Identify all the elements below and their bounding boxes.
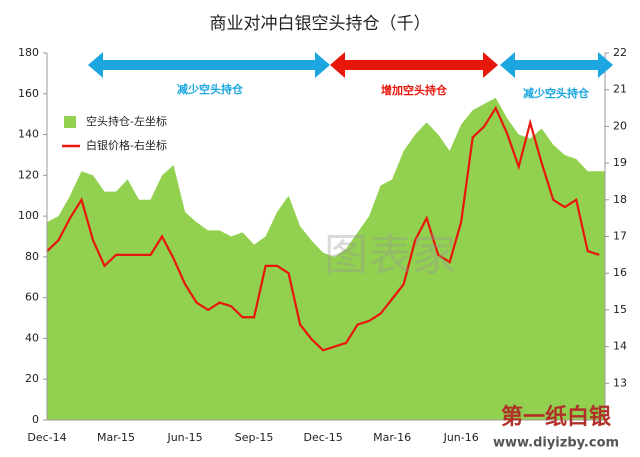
arrow <box>330 52 498 78</box>
y-tick-label: 140 <box>18 128 39 141</box>
watermark: 图表家 <box>324 230 456 281</box>
y2-tick-label: 14 <box>613 340 627 353</box>
y2-tick-label: 13 <box>613 376 627 389</box>
y2-tick-label: 21 <box>613 83 627 96</box>
legend-swatch <box>64 116 76 128</box>
y-tick-label: 180 <box>18 46 39 59</box>
x-tick-label: Jun-16 <box>443 431 479 444</box>
y-tick-label: 160 <box>18 87 39 100</box>
arrow <box>88 52 330 78</box>
annotation: 减少空头持仓 <box>523 86 590 100</box>
x-tick-label: Mar-16 <box>373 431 411 444</box>
arrow <box>500 52 613 78</box>
y2-tick-label: 15 <box>613 303 627 316</box>
y-tick-label: 100 <box>18 209 39 222</box>
y2-tick-label: 19 <box>613 156 627 169</box>
plot-area: 0 20 40 60 80 100 120 140 160 180 13 14 15 16 17 18 19 20… <box>18 46 627 444</box>
watermark: www.diyizby.com <box>493 436 619 451</box>
x-tick-label: Dec-15 <box>303 431 342 444</box>
watermark: 第一纸白银 <box>501 404 612 430</box>
line <box>46 105 600 352</box>
x-tick-label: Jun-15 <box>166 431 202 444</box>
y2-tick-label: 17 <box>613 230 627 243</box>
y2-tick-label: 18 <box>613 193 627 206</box>
y-tick-label: 60 <box>25 291 39 304</box>
x-tick-label: Dec-14 <box>27 431 66 444</box>
y-tick-label: 40 <box>25 331 39 344</box>
chart-title: 商业对冲白银空头持仓（千） <box>210 14 431 34</box>
y-tick-label: 80 <box>25 250 39 263</box>
y2-tick-label: 16 <box>613 266 627 279</box>
legend-label: 空头持仓-左坐标 <box>86 114 167 128</box>
y2-tick-label: 22 <box>613 46 627 59</box>
area <box>47 97 605 420</box>
annotation: 增加空头持仓 <box>381 83 448 97</box>
y-tick-label: 20 <box>25 372 39 385</box>
y-tick-label: 0 <box>32 413 39 426</box>
annotation: 减少空头持仓 <box>177 82 244 96</box>
legend-label: 白银价格-右坐标 <box>86 138 167 152</box>
y2-tick-label: 20 <box>613 119 627 132</box>
x-tick-label: Sep-15 <box>235 431 274 444</box>
x-tick-label: Mar-15 <box>97 431 135 444</box>
y-tick-label: 120 <box>18 168 39 181</box>
